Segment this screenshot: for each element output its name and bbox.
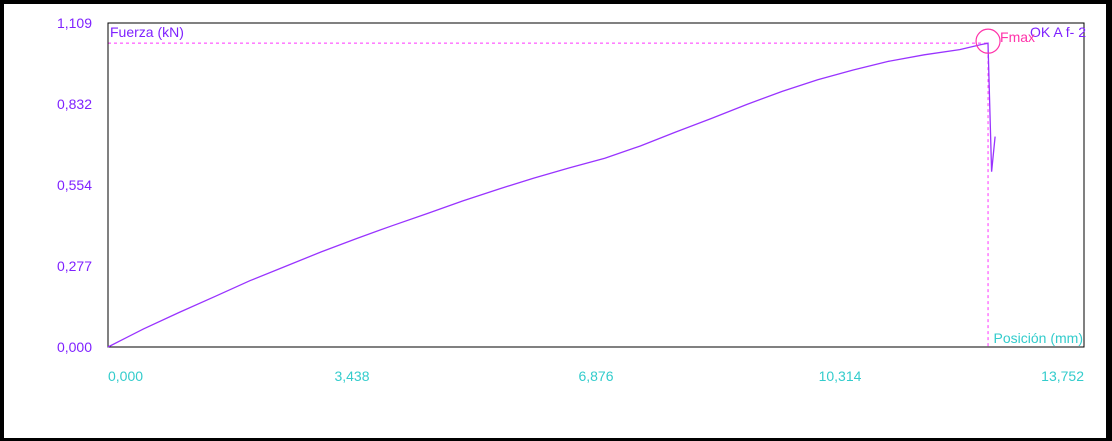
force-position-chart: 0,000 0,277 0,554 0,832 1,109 0,000 3,438 6,87… — [57, 15, 1086, 384]
x-tick-label: 10,314 — [819, 368, 862, 384]
x-tick-label: 13,752 — [1041, 368, 1084, 384]
x-tick-label: 3,438 — [334, 368, 369, 384]
chart-panel: 0,000 0,277 0,554 0,832 1,109 0,000 3,438 6,87… — [4, 4, 1106, 438]
x-axis-label: Posición (mm) — [994, 330, 1083, 346]
y-tick-label: 1,109 — [57, 15, 92, 31]
x-tick-label: 6,876 — [578, 368, 613, 384]
series-line — [107, 42, 996, 348]
data-series — [107, 42, 996, 348]
y-axis-label: Fuerza (kN) — [110, 24, 184, 40]
y-tick-labels: 0,000 0,277 0,554 0,832 1,109 — [57, 15, 92, 355]
fmax-guide-lines — [108, 42, 989, 347]
fmax-marker-group — [975, 28, 1001, 54]
x-tick-labels: 0,000 3,438 6,876 10,314 13,752 — [108, 368, 1084, 384]
plot-border — [107, 22, 1085, 348]
legend-series-name: OK A f- 2 — [1030, 24, 1086, 40]
fmax-label: Fmax — [1000, 29, 1035, 45]
y-tick-label: 0,277 — [57, 258, 92, 274]
y-tick-label: 0,000 — [57, 339, 92, 355]
fmax-marker — [975, 28, 1001, 54]
y-tick-label: 0,554 — [57, 177, 92, 193]
plot-axes — [107, 22, 1085, 348]
y-tick-label: 0,832 — [57, 96, 92, 112]
x-tick-label: 0,000 — [108, 368, 143, 384]
